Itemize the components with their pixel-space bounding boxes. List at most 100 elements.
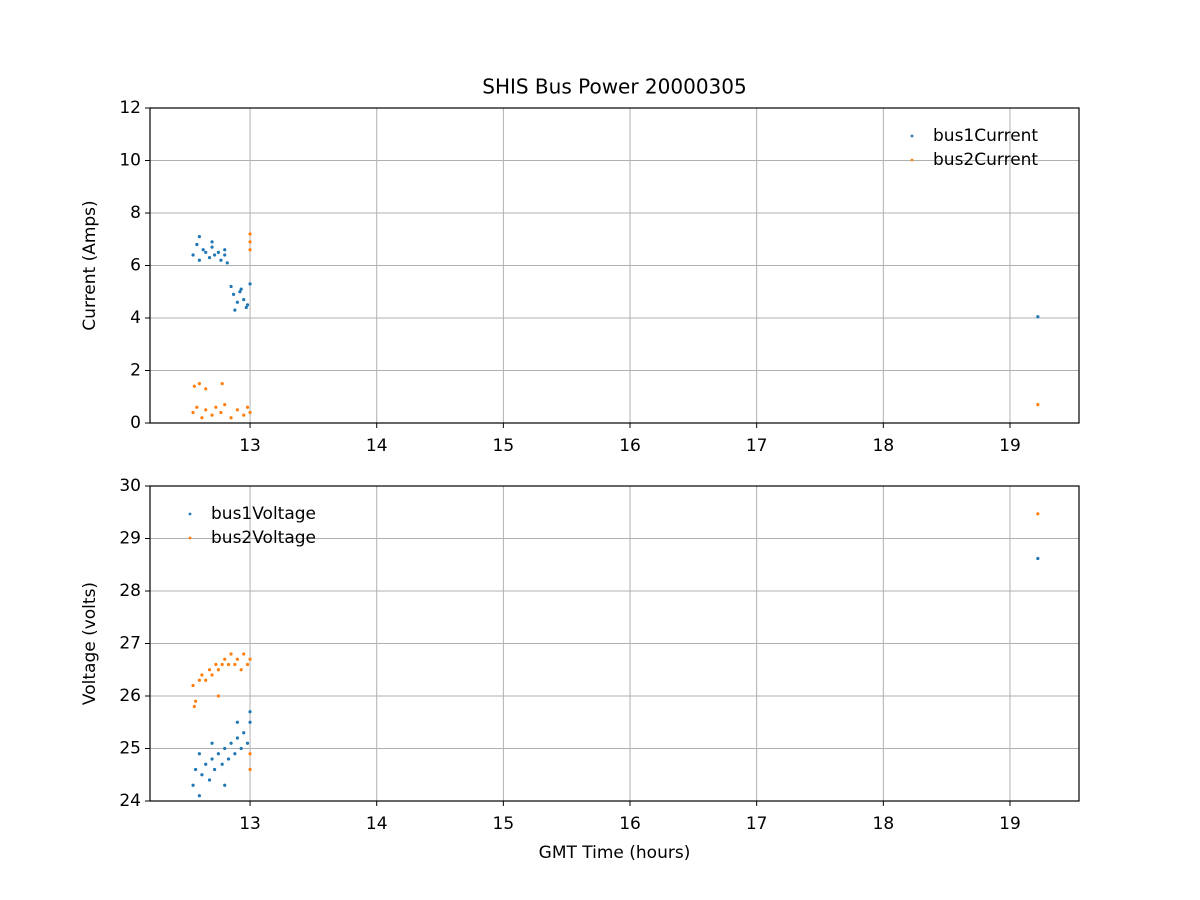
data-point bbox=[207, 778, 212, 782]
x-tick-label: 17 bbox=[746, 436, 768, 456]
data-point bbox=[220, 662, 224, 667]
data-point bbox=[214, 405, 218, 409]
legend-label: bus1Current bbox=[933, 126, 1038, 146]
data-point bbox=[191, 783, 195, 787]
data-point bbox=[242, 298, 246, 302]
data-point bbox=[235, 720, 239, 724]
data-point bbox=[214, 662, 218, 667]
data-point bbox=[210, 245, 214, 249]
y-tick-label: 24 bbox=[119, 791, 141, 811]
data-point bbox=[210, 741, 214, 745]
data-point bbox=[210, 757, 214, 761]
chart-title: SHIS Bus Power 20000305 bbox=[482, 75, 746, 99]
x-tick-label: 18 bbox=[873, 814, 895, 834]
y-tick-label: 25 bbox=[119, 739, 141, 759]
legend-label: bus2Current bbox=[933, 150, 1038, 170]
data-point bbox=[191, 253, 195, 257]
data-point bbox=[219, 410, 223, 415]
data-point bbox=[239, 287, 243, 291]
data-point bbox=[223, 403, 227, 407]
data-point bbox=[235, 657, 239, 661]
y-tick-label: 0 bbox=[130, 413, 141, 433]
data-point bbox=[197, 235, 201, 239]
data-point bbox=[1036, 512, 1040, 516]
data-point bbox=[239, 668, 243, 672]
data-point bbox=[248, 248, 252, 252]
x-tick-label: 19 bbox=[999, 814, 1021, 834]
x-tick-label: 16 bbox=[619, 436, 641, 456]
data-point bbox=[245, 741, 250, 745]
data-point bbox=[207, 668, 212, 672]
legend-marker bbox=[188, 536, 192, 540]
data-point bbox=[216, 250, 220, 254]
axes-frame bbox=[149, 485, 1080, 802]
data-point bbox=[226, 757, 231, 761]
data-point bbox=[219, 258, 223, 262]
data-point bbox=[204, 678, 208, 682]
data-point bbox=[223, 783, 227, 787]
data-point bbox=[197, 258, 201, 262]
data-point bbox=[210, 240, 214, 244]
x-tick-label: 14 bbox=[366, 436, 388, 456]
data-point bbox=[233, 662, 237, 667]
y-tick-label: 10 bbox=[119, 151, 141, 171]
data-point bbox=[192, 704, 196, 709]
data-point bbox=[220, 382, 224, 386]
data-point bbox=[204, 762, 208, 766]
y-tick-label: 29 bbox=[119, 529, 141, 549]
data-point bbox=[195, 242, 199, 247]
data-point bbox=[210, 673, 214, 677]
legend-marker bbox=[910, 134, 914, 138]
y-tick-label: 12 bbox=[119, 98, 141, 118]
data-point bbox=[229, 416, 233, 420]
data-point bbox=[197, 752, 201, 756]
data-point bbox=[216, 668, 220, 672]
data-point bbox=[245, 405, 250, 409]
data-point bbox=[216, 694, 220, 698]
data-point bbox=[239, 746, 243, 751]
data-point bbox=[220, 762, 224, 766]
legend-marker bbox=[188, 512, 192, 516]
data-point bbox=[242, 652, 246, 656]
data-point bbox=[204, 408, 208, 412]
y-tick-label: 8 bbox=[130, 203, 141, 223]
data-point bbox=[200, 773, 204, 777]
data-point bbox=[248, 710, 252, 714]
data-point bbox=[235, 300, 239, 304]
data-point bbox=[1036, 403, 1040, 407]
data-point bbox=[238, 290, 242, 294]
data-point bbox=[248, 232, 252, 236]
data-point bbox=[229, 652, 233, 656]
data-point bbox=[248, 720, 252, 724]
data-point bbox=[200, 673, 204, 677]
data-point bbox=[233, 308, 237, 312]
data-point bbox=[248, 767, 252, 772]
data-point bbox=[192, 384, 196, 388]
data-point bbox=[223, 253, 227, 257]
data-point bbox=[223, 657, 227, 661]
x-tick-label: 15 bbox=[493, 814, 515, 834]
y-tick-label: 2 bbox=[130, 361, 141, 381]
x-tick-label: 19 bbox=[999, 436, 1021, 456]
legend-label: bus2Voltage bbox=[211, 528, 316, 548]
y-tick-label: 30 bbox=[119, 476, 141, 496]
data-point bbox=[235, 736, 239, 740]
y-tick-label: 4 bbox=[130, 308, 141, 328]
data-point bbox=[229, 741, 233, 745]
data-point bbox=[242, 731, 246, 735]
data-point bbox=[201, 248, 205, 252]
y-tick-label: 27 bbox=[119, 634, 141, 654]
x-tick-label: 17 bbox=[746, 814, 768, 834]
data-point bbox=[195, 405, 199, 409]
data-point bbox=[235, 408, 239, 412]
y-tick-label: 26 bbox=[119, 686, 141, 706]
legend-marker bbox=[910, 158, 914, 162]
data-point bbox=[1036, 315, 1040, 319]
data-point bbox=[216, 752, 220, 756]
data-point bbox=[231, 292, 236, 296]
data-point bbox=[248, 657, 252, 661]
data-point bbox=[197, 794, 201, 798]
data-point bbox=[233, 752, 237, 756]
data-point bbox=[197, 678, 201, 682]
